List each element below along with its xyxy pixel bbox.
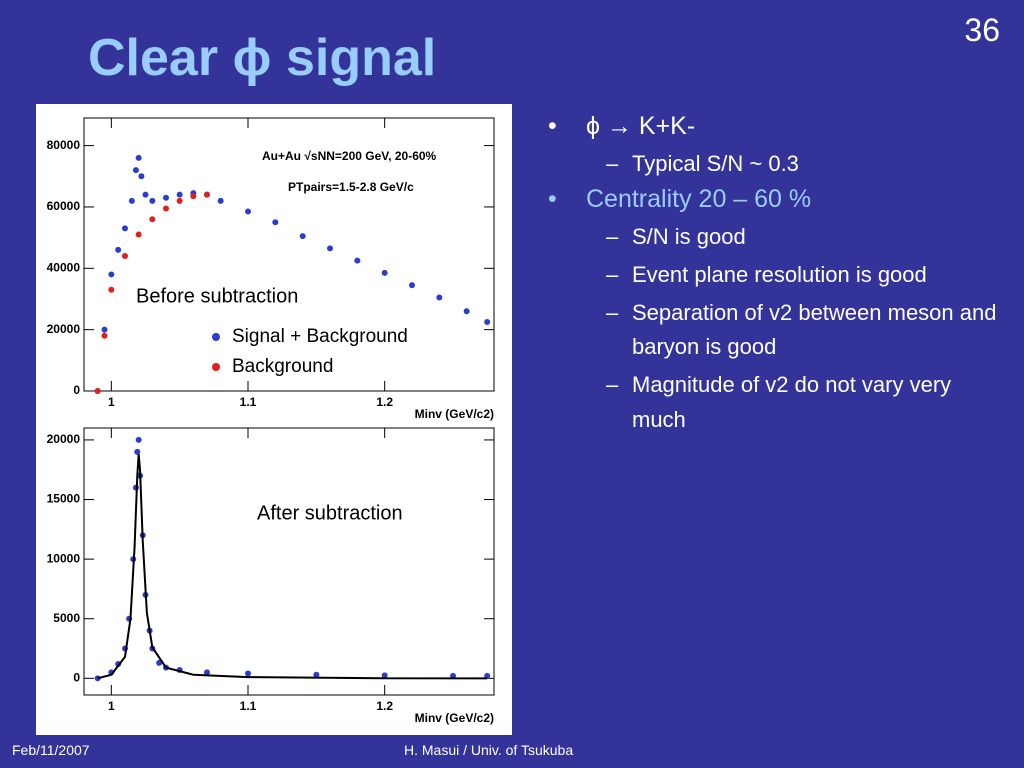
data-point [122, 225, 128, 232]
fit-line [97, 454, 488, 680]
plot-frame [83, 117, 495, 392]
slide-title: Clear ϕ signal [88, 29, 437, 87]
data-point [134, 448, 141, 455]
data-point [354, 257, 361, 264]
data-point [163, 194, 169, 201]
data-point [381, 269, 388, 276]
data-point [149, 197, 156, 204]
sub-bullet: S/N is good [548, 220, 998, 254]
sub-bullet: Separation of v2 between meson and baryo… [548, 296, 998, 364]
data-point [94, 388, 101, 394]
y-tick-label: 15000 [47, 492, 81, 506]
sub-bullet: Magnitude of v2 do not vary very much [548, 368, 998, 436]
legend-marker [212, 363, 220, 371]
footer-date: Feb/11/2007 [12, 742, 90, 758]
legend-label: Background [232, 356, 333, 377]
data-point [381, 672, 388, 679]
x-tick-label: 1 [108, 699, 115, 713]
data-point [142, 191, 149, 198]
y-tick-label: 60000 [47, 199, 81, 213]
legend-label: Signal + Background [232, 326, 408, 347]
data-point [108, 271, 115, 278]
y-tick-label: 20000 [47, 322, 81, 336]
y-tick-label: 10000 [47, 551, 81, 565]
annotation: After subtraction [257, 502, 403, 524]
data-point [204, 669, 210, 676]
data-point [313, 671, 320, 678]
data-point [463, 308, 470, 315]
y-tick-label: 40000 [47, 260, 81, 274]
data-point [135, 436, 142, 443]
plot-frame [83, 427, 495, 696]
x-axis-label: Minv (GeV/c2) [415, 711, 494, 725]
data-point [484, 318, 491, 325]
data-point [436, 294, 443, 301]
x-tick-label: 1.2 [376, 395, 393, 409]
data-point [176, 191, 183, 198]
annotation: Before subtraction [136, 285, 298, 307]
y-tick-label: 5000 [53, 611, 80, 625]
bullet-list: ϕ → K+K- Typical S/N ~ 0.3 Centrality 20 –… [548, 112, 998, 441]
y-tick-label: 0 [73, 670, 80, 684]
x-tick-label: 1.2 [376, 699, 393, 713]
data-point [135, 231, 142, 238]
page-number: 36 [964, 12, 1000, 48]
y-tick-label: 0 [73, 383, 80, 397]
annotation: Au+Au √sNN=200 GeV, 20-60% [262, 149, 437, 163]
chart-panel [36, 104, 512, 735]
data-point [409, 282, 415, 289]
data-point [245, 670, 251, 677]
data-point [299, 233, 306, 240]
data-point [101, 332, 108, 339]
data-point [327, 245, 333, 252]
data-point [190, 193, 197, 200]
data-point [245, 208, 251, 215]
data-point [135, 154, 142, 161]
sub-bullet: Event plane resolution is good [548, 258, 998, 292]
data-point [101, 326, 108, 333]
data-point [132, 167, 139, 174]
x-tick-label: 1.1 [240, 395, 257, 409]
footer-author: H. Masui / Univ. of Tsukuba [404, 742, 574, 758]
legend-marker [212, 333, 220, 341]
annotation: PTpairs=1.5-2.8 GeV/c [288, 180, 414, 194]
x-tick-label: 1 [108, 395, 115, 409]
sub-bullet: Typical S/N ~ 0.3 [548, 147, 998, 181]
data-point [176, 197, 183, 204]
x-tick-label: 1.1 [240, 699, 257, 713]
data-point [115, 246, 122, 253]
x-axis-label: Minv (GeV/c2) [415, 407, 494, 421]
bullet: ϕ → K+K- [548, 112, 998, 141]
data-point [122, 253, 128, 260]
bullet: Centrality 20 – 60 % [548, 185, 998, 214]
data-point [217, 197, 224, 204]
data-point [272, 219, 279, 226]
y-tick-label: 80000 [47, 138, 81, 152]
data-point [128, 197, 135, 204]
data-point [149, 216, 156, 223]
data-point [204, 191, 210, 198]
data-point [163, 205, 169, 212]
data-point [138, 173, 145, 180]
y-tick-label: 20000 [47, 432, 81, 446]
data-point [108, 286, 115, 293]
